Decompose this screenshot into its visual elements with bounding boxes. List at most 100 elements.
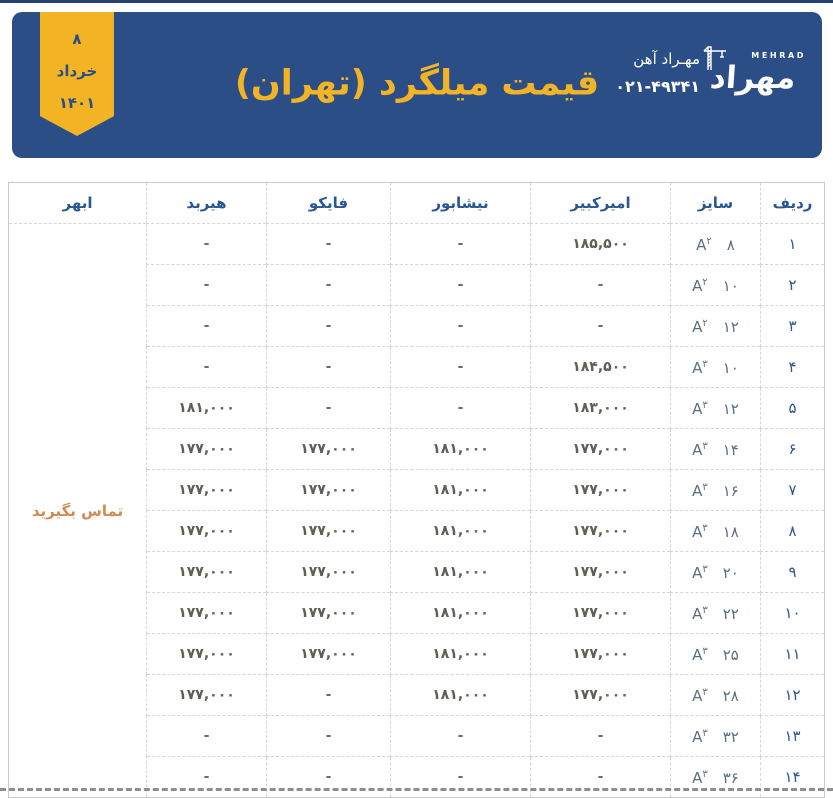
size-value: ۳۲ xyxy=(722,727,739,746)
cell-size: A۳ ۲۵ xyxy=(670,633,761,675)
cell-row-number: ۵ xyxy=(760,387,825,429)
cell-price-neyshabur: ۱۸۱,۰۰۰ xyxy=(390,510,531,552)
size-grade: A۳ xyxy=(692,645,708,664)
cell-row-number: ۱ xyxy=(760,223,825,265)
cell-price-amirkabir: ۱۷۷,۰۰۰ xyxy=(530,469,671,511)
cell-row-number: ۱۰ xyxy=(760,592,825,634)
size-grade: A۳ xyxy=(692,686,708,705)
cell-price-hirbod: - xyxy=(146,715,267,757)
size-grade: A۳ xyxy=(692,522,708,541)
brand-logo: MEHRAD مهراد مهـراد آهن ۰۲۱-۴۹۳۴۱ xyxy=(615,45,806,96)
cell-size: A۳ ۳۶ xyxy=(670,756,761,798)
size-value: ۱۴ xyxy=(722,440,739,459)
size-value: ۱۲ xyxy=(722,317,739,336)
cell-price-fayco: - xyxy=(266,387,391,429)
cell-price-fayco: ۱۷۷,۰۰۰ xyxy=(266,510,391,552)
bottom-dashed-line xyxy=(0,788,833,791)
cell-price-neyshabur: - xyxy=(390,346,531,388)
cell-size: A۲ ۱۲ xyxy=(670,305,761,347)
cell-size: A۲ ۱۰ xyxy=(670,264,761,306)
cell-row-number: ۱۴ xyxy=(760,756,825,798)
cell-row-number: ۳ xyxy=(760,305,825,347)
size-grade: A۳ xyxy=(692,358,708,377)
cell-price-fayco: - xyxy=(266,346,391,388)
cell-price-neyshabur: - xyxy=(390,264,531,306)
size-grade: A۳ xyxy=(692,399,708,418)
cell-row-number: ۱۲ xyxy=(760,674,825,716)
table-row: ۴ A۳ ۱۰ ۱۸۴,۵۰۰- - - xyxy=(9,346,825,388)
cell-price-fayco: ۱۷۷,۰۰۰ xyxy=(266,428,391,470)
header-banner: قیمت میلگرد (تهران) MEHRAD xyxy=(12,12,822,158)
cell-price-fayco: - xyxy=(266,715,391,757)
phone-number: ۰۲۱-۴۹۳۴۱ xyxy=(615,77,700,96)
cell-price-amirkabir: - xyxy=(530,264,671,306)
table-row: ۷ A۳ ۱۶ ۱۷۷,۰۰۰ ۱۸۱,۰۰۰ ۱۷۷,۰۰۰ ۱۷۷,۰۰۰ xyxy=(9,469,825,511)
logo-contact-block: مهـراد آهن ۰۲۱-۴۹۳۴۱ xyxy=(615,46,700,96)
cell-price-hirbod: ۱۷۷,۰۰۰ xyxy=(146,633,267,675)
cell-price-hirbod: - xyxy=(146,223,267,265)
size-value: ۱۶ xyxy=(722,481,739,500)
size-value: ۱۰ xyxy=(722,276,739,295)
cell-price-hirbod: ۱۷۷,۰۰۰ xyxy=(146,592,267,634)
cell-price-fayco: - xyxy=(266,305,391,347)
cell-price-neyshabur: ۱۸۱,۰۰۰ xyxy=(390,592,531,634)
cell-price-neyshabur: - xyxy=(390,387,531,429)
cell-price-amirkabir: ۱۸۳,۰۰۰ xyxy=(530,387,671,429)
cell-price-hirbod: ۱۷۷,۰۰۰ xyxy=(146,674,267,716)
cell-price-fayco: - xyxy=(266,223,391,265)
size-value: ۱۸ xyxy=(722,522,739,541)
table-header-row: ردیف سایز امیرکبیر نیشابور فایکو هیربد ا… xyxy=(8,182,825,224)
price-table: ردیف سایز امیرکبیر نیشابور فایکو هیربد ا… xyxy=(8,182,825,798)
cell-price-amirkabir: ۱۷۷,۰۰۰ xyxy=(530,674,671,716)
size-value: ۱۲ xyxy=(722,399,739,418)
date-ribbon: ۸ خرداد ۱۴۰۱ xyxy=(40,12,114,136)
ribbon-day: ۸ xyxy=(72,30,82,48)
cell-row-number: ۴ xyxy=(760,346,825,388)
ribbon-year: ۱۴۰۱ xyxy=(58,94,96,112)
page-title: قیمت میلگرد (تهران) xyxy=(234,63,600,104)
size-grade: A۳ xyxy=(692,481,708,500)
cell-price-fayco: ۱۷۷,۰۰۰ xyxy=(266,633,391,675)
size-value: ۸ xyxy=(726,235,735,254)
cell-row-number: ۸ xyxy=(760,510,825,552)
cell-price-amirkabir: ۱۷۷,۰۰۰ xyxy=(530,551,671,593)
size-grade: A۳ xyxy=(692,604,708,623)
size-value: ۳۶ xyxy=(722,768,739,787)
size-grade: A۲ xyxy=(692,276,708,295)
cell-price-neyshabur: ۱۸۱,۰۰۰ xyxy=(390,469,531,511)
ribbon-month: خرداد xyxy=(56,62,98,80)
size-value: ۲۲ xyxy=(722,604,739,623)
cell-price-fayco: - xyxy=(266,756,391,798)
cell-price-neyshabur: ۱۸۱,۰۰۰ xyxy=(390,428,531,470)
cell-size: A۳ ۱۶ xyxy=(670,469,761,511)
table-body: ۱ A۲ ۸ ۱۸۵,۵۰۰- - - تماس بگیرید ۲ A۲ ۱۰- - - -۳ A۲ ۱۲-… xyxy=(8,223,825,798)
cell-row-number: ۱۱ xyxy=(760,633,825,675)
cell-price-neyshabur: - xyxy=(390,715,531,757)
cell-size: A۳ ۳۲ xyxy=(670,715,761,757)
table-row: ۵ A۳ ۱۲ ۱۸۳,۰۰۰- -۱۸۱,۰۰۰ xyxy=(9,387,825,429)
cell-size: A۲ ۸ xyxy=(670,223,761,265)
cell-price-hirbod: ۱۷۷,۰۰۰ xyxy=(146,469,267,511)
company-name: مهـراد آهن xyxy=(633,50,700,68)
cell-price-amirkabir: ۱۸۴,۵۰۰ xyxy=(530,346,671,388)
size-value: ۱۰ xyxy=(722,358,739,377)
size-grade: A۲ xyxy=(696,235,712,254)
size-value: ۲۰ xyxy=(722,563,739,582)
col-header-size: سایز xyxy=(670,182,761,224)
cell-row-number: ۲ xyxy=(760,264,825,306)
size-grade: A۳ xyxy=(692,440,708,459)
col-header-fayco: فایکو xyxy=(266,182,391,224)
cell-price-neyshabur: ۱۸۱,۰۰۰ xyxy=(390,674,531,716)
cell-price-amirkabir: ۱۷۷,۰۰۰ xyxy=(530,633,671,675)
top-edge-line xyxy=(0,0,833,3)
cell-price-hirbod: - xyxy=(146,264,267,306)
cell-price-fayco: ۱۷۷,۰۰۰ xyxy=(266,469,391,511)
col-header-abhar: ابهر xyxy=(8,182,147,224)
cell-size: A۳ ۱۸ xyxy=(670,510,761,552)
brand-name-fa: مهراد xyxy=(708,59,797,96)
cell-price-amirkabir: ۱۸۵,۵۰۰ xyxy=(530,223,671,265)
table-row: ۱۱ A۳ ۲۵ ۱۷۷,۰۰۰ ۱۸۱,۰۰۰ ۱۷۷,۰۰۰ ۱۷۷,۰۰۰ xyxy=(9,633,825,675)
size-grade: A۳ xyxy=(692,563,708,582)
cell-price-amirkabir: ۱۷۷,۰۰۰ xyxy=(530,428,671,470)
